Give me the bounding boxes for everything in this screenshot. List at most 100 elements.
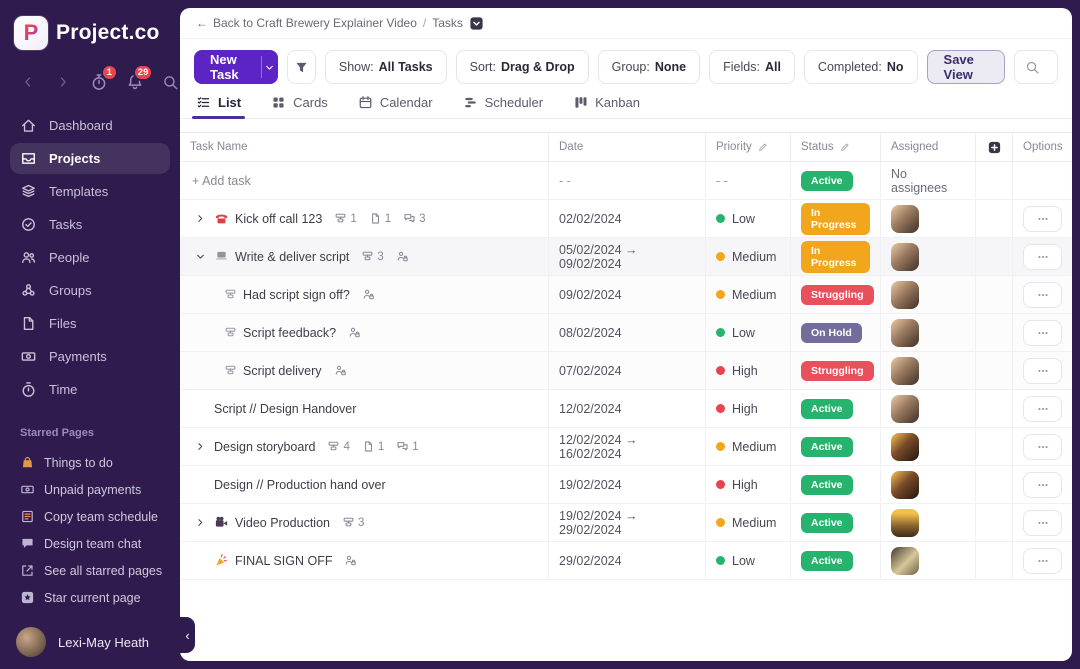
- expand-chevron-icon[interactable]: [192, 516, 208, 529]
- column-header-add-column[interactable]: [975, 133, 1012, 161]
- options-button[interactable]: [1023, 357, 1062, 384]
- task-date-cell[interactable]: 19/02/2024 → 29/02/2024: [548, 504, 705, 541]
- task-assigned-cell[interactable]: [880, 466, 975, 503]
- sidebar-item-projects[interactable]: Projects: [10, 143, 170, 174]
- collapse-chevron-icon[interactable]: [192, 250, 208, 263]
- starred-page-design-team-chat[interactable]: Design team chat: [20, 530, 180, 557]
- filter-pill-show[interactable]: Show: All Tasks: [324, 50, 447, 84]
- task-name-cell[interactable]: Design storyboard 4 1 1: [180, 428, 548, 465]
- task-assigned-cell[interactable]: [880, 504, 975, 541]
- back-nav-icon[interactable]: [18, 72, 38, 92]
- task-priority-cell[interactable]: High: [705, 352, 790, 389]
- task-name-cell[interactable]: Script feedback?: [180, 314, 548, 351]
- notifications-bell-icon[interactable]: 29: [125, 64, 154, 92]
- sidebar-item-files[interactable]: Files: [10, 308, 170, 339]
- task-name-cell[interactable]: Write & deliver script 3: [180, 238, 548, 275]
- filter-pill-group[interactable]: Group: None: [597, 50, 701, 84]
- tab-calendar[interactable]: Calendar: [358, 92, 433, 118]
- task-status-cell[interactable]: Active: [790, 504, 880, 541]
- task-status-cell[interactable]: Active: [790, 428, 880, 465]
- task-status-cell[interactable]: Active: [790, 466, 880, 503]
- task-priority-cell[interactable]: Low: [705, 542, 790, 579]
- sidebar-item-payments[interactable]: Payments: [10, 341, 170, 372]
- task-assigned-cell[interactable]: [880, 352, 975, 389]
- task-status-cell[interactable]: In Progress: [790, 238, 880, 275]
- task-assigned-cell[interactable]: [880, 238, 975, 275]
- task-assigned-cell[interactable]: [880, 200, 975, 237]
- tab-kanban[interactable]: Kanban: [573, 92, 640, 118]
- task-name-cell[interactable]: + Add task: [180, 162, 548, 199]
- options-button[interactable]: [1023, 433, 1062, 460]
- starred-page-see-all-starred-pages[interactable]: See all starred pages: [20, 557, 180, 584]
- task-date-cell[interactable]: 07/02/2024: [548, 352, 705, 389]
- column-header-status[interactable]: Status: [790, 133, 880, 161]
- new-task-button[interactable]: New Task: [194, 50, 279, 84]
- sidebar-item-time[interactable]: Time: [10, 374, 170, 405]
- task-date-cell[interactable]: 09/02/2024: [548, 276, 705, 313]
- save-view-button[interactable]: Save View: [926, 50, 1005, 84]
- task-date-cell[interactable]: 05/02/2024 → 09/02/2024: [548, 238, 705, 275]
- starred-page-star-current-page[interactable]: Star current page: [20, 584, 180, 611]
- options-button[interactable]: [1023, 471, 1062, 498]
- options-button[interactable]: [1023, 205, 1062, 232]
- task-assigned-cell[interactable]: [880, 314, 975, 351]
- task-date-cell[interactable]: 12/02/2024 → 16/02/2024: [548, 428, 705, 465]
- task-name-cell[interactable]: Kick off call 123 1 1 3: [180, 200, 548, 237]
- search-icon[interactable]: [160, 72, 180, 92]
- starred-page-things-to-do[interactable]: Things to do: [20, 449, 180, 476]
- tab-cards[interactable]: Cards: [271, 92, 328, 118]
- sidebar-item-templates[interactable]: Templates: [10, 176, 170, 207]
- task-name-cell[interactable]: Video Production 3: [180, 504, 548, 541]
- task-date-cell[interactable]: - -: [548, 162, 705, 199]
- app-logo[interactable]: P Project.co: [0, 0, 180, 56]
- starred-page-copy-team-schedule[interactable]: Copy team schedule: [20, 503, 180, 530]
- task-status-cell[interactable]: Struggling: [790, 352, 880, 389]
- task-priority-cell[interactable]: Medium: [705, 428, 790, 465]
- options-button[interactable]: [1023, 243, 1062, 270]
- column-header-priority[interactable]: Priority: [705, 133, 790, 161]
- sidebar-item-people[interactable]: People: [10, 242, 170, 273]
- task-name-cell[interactable]: Script // Design Handover: [180, 390, 548, 427]
- task-status-cell[interactable]: Active: [790, 162, 880, 199]
- task-name-cell[interactable]: Script delivery: [180, 352, 548, 389]
- task-date-cell[interactable]: 08/02/2024: [548, 314, 705, 351]
- task-date-cell[interactable]: 02/02/2024: [548, 200, 705, 237]
- task-date-cell[interactable]: 19/02/2024: [548, 466, 705, 503]
- task-assigned-cell[interactable]: [880, 428, 975, 465]
- tab-scheduler[interactable]: Scheduler: [463, 92, 543, 118]
- expand-chevron-icon[interactable]: [192, 212, 208, 225]
- task-date-cell[interactable]: 29/02/2024: [548, 542, 705, 579]
- task-status-cell[interactable]: Active: [790, 390, 880, 427]
- task-status-cell[interactable]: In Progress: [790, 200, 880, 237]
- task-priority-cell[interactable]: Medium: [705, 238, 790, 275]
- timer-icon[interactable]: 1: [89, 64, 118, 92]
- task-assigned-cell[interactable]: No assignees: [880, 162, 975, 199]
- task-priority-cell[interactable]: High: [705, 390, 790, 427]
- task-name-cell[interactable]: Design // Production hand over: [180, 466, 548, 503]
- filter-pill-fields[interactable]: Fields: All: [709, 50, 795, 84]
- task-assigned-cell[interactable]: [880, 276, 975, 313]
- current-user[interactable]: Lexi-May Heath: [0, 627, 149, 657]
- page-menu-icon[interactable]: [469, 16, 484, 31]
- task-priority-cell[interactable]: - -: [705, 162, 790, 199]
- options-button[interactable]: [1023, 509, 1062, 536]
- breadcrumb-back-link[interactable]: ← Back to Craft Brewery Explainer Video: [196, 16, 417, 30]
- task-status-cell[interactable]: Active: [790, 542, 880, 579]
- task-priority-cell[interactable]: Medium: [705, 504, 790, 541]
- task-date-cell[interactable]: 12/02/2024: [548, 390, 705, 427]
- sidebar-item-tasks[interactable]: Tasks: [10, 209, 170, 240]
- task-assigned-cell[interactable]: [880, 542, 975, 579]
- task-status-cell[interactable]: On Hold: [790, 314, 880, 351]
- task-priority-cell[interactable]: Medium: [705, 276, 790, 313]
- sidebar-item-dashboard[interactable]: Dashboard: [10, 110, 170, 141]
- filter-pill-completed[interactable]: Completed: No: [803, 50, 918, 84]
- task-priority-cell[interactable]: Low: [705, 314, 790, 351]
- forward-nav-icon[interactable]: [54, 72, 74, 92]
- options-button[interactable]: [1023, 395, 1062, 422]
- task-name-cell[interactable]: FINAL SIGN OFF: [180, 542, 548, 579]
- options-button[interactable]: [1023, 281, 1062, 308]
- filter-button[interactable]: [287, 50, 316, 84]
- tab-list[interactable]: List: [191, 92, 246, 119]
- options-button[interactable]: [1023, 319, 1062, 346]
- sidebar-collapse-handle[interactable]: ‹: [180, 617, 195, 653]
